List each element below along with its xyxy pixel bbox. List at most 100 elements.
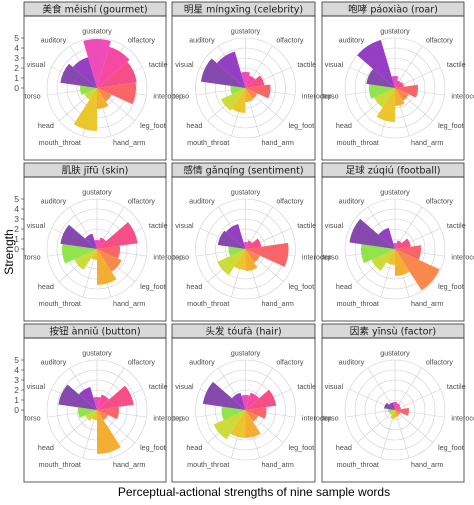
category-label: torso bbox=[323, 253, 339, 262]
category-label: auditory bbox=[339, 36, 365, 45]
y-tick-label: 1 bbox=[14, 234, 19, 244]
grid-spoke bbox=[394, 45, 423, 89]
grid-spoke bbox=[357, 409, 396, 443]
bar-tactile bbox=[395, 238, 411, 249]
category-label: head bbox=[38, 443, 54, 452]
category-label: leg_foot bbox=[289, 443, 315, 452]
y-tick-label: 1 bbox=[14, 395, 19, 405]
facet-title: 肌肤 jīfū (skin) bbox=[62, 165, 129, 177]
category-label: interocep bbox=[451, 92, 474, 101]
bar-interoceptive bbox=[395, 84, 419, 98]
bar-hand_arm bbox=[245, 410, 261, 438]
category-label: leg_foot bbox=[289, 121, 315, 130]
grid-spoke bbox=[394, 409, 433, 443]
y-tick-label: 2 bbox=[14, 224, 19, 234]
category-label: gustatory bbox=[231, 349, 261, 358]
bar-gustatory bbox=[391, 76, 399, 88]
category-label: visual bbox=[27, 221, 46, 230]
category-label: gustatory bbox=[82, 188, 112, 197]
bar-head bbox=[374, 88, 395, 108]
category-label: gustatory bbox=[380, 27, 410, 36]
facet-title: 足球 zúqiú (football) bbox=[346, 165, 441, 177]
category-label: head bbox=[186, 121, 202, 130]
y-tick-label: 3 bbox=[14, 53, 19, 63]
facet-title: 按钮 ànniǔ (button) bbox=[49, 326, 140, 338]
y-tick-label: 0 bbox=[14, 83, 19, 93]
category-label: mouth_throat bbox=[39, 138, 81, 147]
y-tick-label: 0 bbox=[14, 405, 19, 415]
y-tick-label: 4 bbox=[14, 365, 19, 375]
facet-panel: 足球 zúqiú (football) gustatory olfactory tac… bbox=[321, 162, 474, 322]
category-label: auditory bbox=[41, 197, 67, 206]
category-label: mouth_throat bbox=[337, 299, 379, 308]
bar-leg_foot bbox=[97, 249, 122, 272]
bar-visual bbox=[60, 224, 97, 249]
bar-torso bbox=[228, 246, 246, 257]
bar-interoceptive bbox=[395, 245, 422, 260]
facet-title: 明星 míngxīng (celebrity) bbox=[184, 4, 303, 16]
bar-head bbox=[74, 249, 97, 271]
bar-hand_arm bbox=[97, 410, 121, 454]
facet-title: 感情 gǎnqíng (sentiment) bbox=[183, 165, 303, 177]
category-label: hand_arm bbox=[262, 299, 294, 308]
category-label: torso bbox=[323, 92, 339, 101]
bar-head bbox=[389, 410, 395, 416]
category-label: auditory bbox=[339, 358, 365, 367]
bar-torso bbox=[368, 84, 395, 99]
category-label: leg_foot bbox=[438, 121, 464, 130]
category-label: olfactory bbox=[128, 36, 156, 45]
bar-hand_arm bbox=[395, 88, 405, 106]
category-label: tactile bbox=[149, 382, 168, 391]
bar-head bbox=[217, 249, 246, 276]
x-axis-title: Perceptual-actional strengths of nine sa… bbox=[118, 485, 390, 499]
category-label: hand_arm bbox=[113, 460, 145, 469]
category-label: auditory bbox=[41, 358, 67, 367]
category-label: visual bbox=[325, 221, 344, 230]
category-label: hand_arm bbox=[411, 299, 443, 308]
category-label: hand_arm bbox=[411, 138, 443, 147]
bar-torso bbox=[387, 409, 395, 413]
facet-panel: 明星 míngxīng (celebrity) gustatory olfactor… bbox=[171, 1, 331, 161]
bar-tactile bbox=[395, 82, 404, 88]
category-label: olfactory bbox=[426, 197, 454, 206]
y-tick-label: 4 bbox=[14, 43, 19, 53]
y-tick-label: 1 bbox=[14, 73, 19, 83]
category-label: leg_foot bbox=[140, 443, 166, 452]
category-label: head bbox=[186, 443, 202, 452]
category-label: head bbox=[38, 121, 54, 130]
category-label: head bbox=[336, 443, 352, 452]
category-label: hand_arm bbox=[262, 138, 294, 147]
facet-panel: 美食 měishí (gourmet) gustatory olfactory tac… bbox=[14, 1, 183, 161]
bar-tactile bbox=[97, 222, 138, 249]
bar-leg_foot bbox=[245, 249, 261, 263]
category-label: tactile bbox=[447, 221, 466, 230]
category-label: olfactory bbox=[276, 358, 304, 367]
bar-olfactory bbox=[97, 394, 110, 410]
bar-mouth_throat bbox=[390, 410, 395, 420]
bar-tactile bbox=[245, 75, 265, 88]
bar-olfactory bbox=[395, 403, 401, 410]
panel-frame bbox=[171, 176, 316, 322]
category-label: leg_foot bbox=[289, 282, 315, 291]
y-tick-label: 2 bbox=[14, 63, 19, 73]
category-label: head bbox=[38, 282, 54, 291]
category-label: mouth_throat bbox=[187, 138, 229, 147]
y-tick-label: 0 bbox=[14, 244, 19, 254]
bar-interoceptive bbox=[245, 84, 271, 99]
bar-visual bbox=[202, 381, 246, 410]
category-label: head bbox=[336, 282, 352, 291]
facet-panels: 美食 měishí (gourmet) gustatory olfactory tac… bbox=[14, 1, 474, 483]
y-tick-label: 5 bbox=[14, 194, 19, 204]
grid-spoke bbox=[394, 409, 410, 459]
category-label: hand_arm bbox=[113, 299, 145, 308]
bar-gustatory bbox=[243, 241, 248, 249]
category-label: olfactory bbox=[128, 358, 156, 367]
bar-interoceptive bbox=[97, 245, 121, 259]
category-label: leg_foot bbox=[140, 121, 166, 130]
category-label: auditory bbox=[339, 197, 365, 206]
bar-head bbox=[85, 410, 97, 421]
facet-panel: 肌肤 jīfū (skin) gustatory olfactory tactile i… bbox=[14, 162, 183, 322]
bar-auditory bbox=[357, 40, 395, 88]
y-axis-title: Strength bbox=[2, 229, 16, 274]
bar-gustatory bbox=[83, 38, 111, 88]
